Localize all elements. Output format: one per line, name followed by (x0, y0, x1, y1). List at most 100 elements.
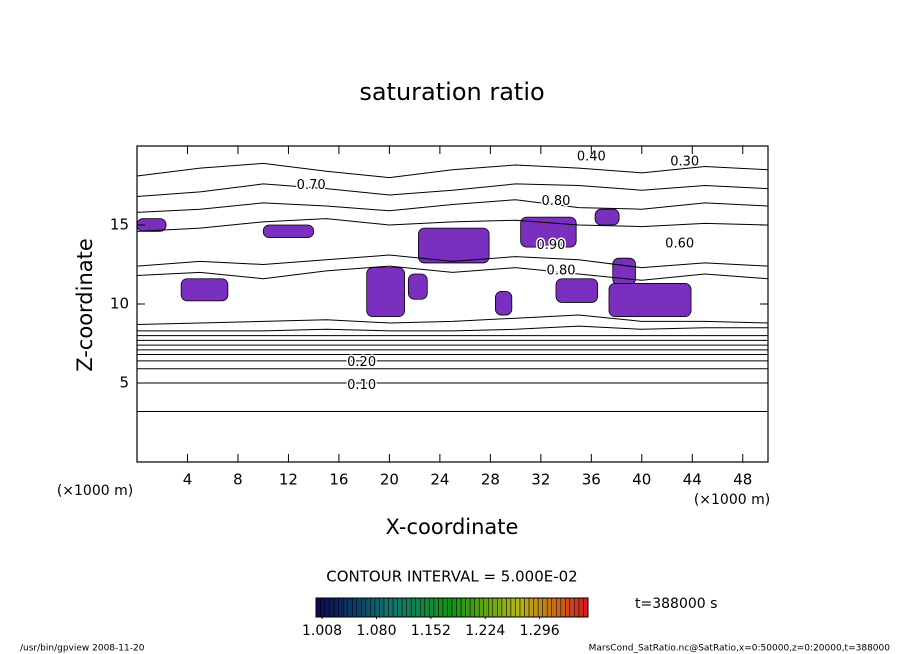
colorbar-cell (342, 597, 348, 618)
x-tick-label: 32 (531, 471, 550, 489)
contour-line (136, 254, 769, 269)
colorbar-cell (569, 597, 575, 618)
y-axis-label: Z-coordinate (73, 238, 97, 372)
colorbar-cell (415, 597, 421, 618)
colorbar-cell (397, 597, 403, 618)
contour-interval: CONTOUR INTERVAL = 5.000E-02 (326, 568, 577, 586)
colorbar-cell (510, 597, 516, 618)
colorbar-cell (401, 597, 407, 618)
contour-label: 0.30 (670, 154, 699, 169)
x-unit-label: (×1000 m) (57, 483, 133, 499)
contour-label: 0.10 (347, 378, 376, 393)
contour-label: 0.70 (297, 178, 326, 193)
x-tick-label: 44 (683, 471, 702, 489)
x-tick-label: 4 (183, 471, 193, 489)
colorbar-cell (460, 597, 466, 618)
colorbar-cell (451, 597, 457, 618)
colorbar-label: 1.224 (465, 623, 505, 639)
colorbar-cell (429, 597, 435, 618)
colorbar-cell (465, 597, 471, 618)
colorbar-cell (365, 597, 371, 618)
colorbar-cell (542, 597, 548, 618)
contour-label: 0.80 (542, 194, 571, 209)
colorbar-cell (356, 597, 362, 618)
colorbar-cell (456, 597, 462, 618)
colorbar-cell (379, 597, 385, 618)
supersaturated-region (366, 267, 405, 318)
x-tick-label: 40 (632, 471, 651, 489)
colorbar-cell (315, 597, 321, 618)
footer-right: MarsCond_SatRatio.nc@SatRatio,x=0:50000,… (589, 644, 891, 654)
x-unit-label: (×1000 m) (694, 492, 770, 508)
colorbar-cell (483, 597, 489, 618)
colorbar-cell (442, 597, 448, 618)
colorbar-cell (392, 597, 398, 618)
supersaturated-region (418, 227, 490, 264)
supersaturated-region (520, 216, 577, 248)
colorbar-frame (315, 597, 589, 618)
x-tick-label: 16 (329, 471, 348, 489)
contour-line (136, 183, 769, 198)
x-axis-label: X-coordinate (386, 515, 519, 539)
colorbar-cell (374, 597, 380, 618)
x-tick-label: 36 (582, 471, 601, 489)
colorbar-cell (556, 597, 562, 618)
colorbar-cell (528, 597, 534, 618)
colorbar-cell (438, 597, 444, 618)
colorbar-cell (333, 597, 339, 618)
colorbar-cell (560, 597, 566, 618)
colorbar-cell (551, 597, 557, 618)
time-label: t=388000 s (635, 596, 717, 612)
colorbar-cell (324, 597, 330, 618)
colorbar-label: 1.008 (302, 623, 342, 639)
contour-label: 0.20 (347, 355, 376, 370)
colorbar-cell (478, 597, 484, 618)
colorbar-label: 1.296 (520, 623, 560, 639)
colorbar-cell (447, 597, 453, 618)
contour-line (137, 325, 768, 332)
colorbar-cell (537, 597, 543, 618)
colorbar-cell (469, 597, 475, 618)
supersaturated-region (612, 257, 636, 286)
colorbar-cell (361, 597, 367, 618)
contour-line (136, 314, 769, 326)
contour-label: 0.80 (547, 263, 576, 278)
colorbar-cell (370, 597, 376, 618)
contour-line (136, 265, 769, 281)
supersaturated-region (180, 278, 229, 302)
colorbar-cell (492, 597, 498, 618)
chart-title: saturation ratio (359, 78, 544, 106)
supersaturated-region (594, 208, 620, 226)
colorbar-cell (410, 597, 416, 618)
colorbar-cell (320, 597, 326, 618)
colorbar-cell (383, 597, 389, 618)
colorbar-cell (433, 597, 439, 618)
contour-label: 0.60 (665, 236, 694, 251)
colorbar-cell (583, 597, 589, 618)
x-tick-label: 12 (279, 471, 298, 489)
colorbar-cell (524, 597, 530, 618)
colorbar-cell (347, 597, 353, 618)
x-tick-label: 48 (733, 471, 752, 489)
supersaturated-region (555, 278, 599, 303)
colorbar-cell (574, 597, 580, 618)
colorbar-cell (515, 597, 521, 618)
contour-label: 0.40 (577, 150, 606, 165)
colorbar-label: 1.080 (356, 623, 396, 639)
supersaturated-region (262, 224, 315, 239)
colorbar-cell (474, 597, 480, 618)
colorbar-cell (501, 597, 507, 618)
y-tick-label: 10 (110, 295, 129, 313)
colorbar-cell (329, 597, 335, 618)
x-tick-label: 28 (481, 471, 500, 489)
supersaturated-region (608, 283, 692, 318)
supersaturated-region (407, 273, 428, 300)
colorbar-cell (506, 597, 512, 618)
colorbar-cell (565, 597, 571, 618)
colorbar-cell (533, 597, 539, 618)
y-tick-label: 15 (110, 216, 129, 234)
colorbar-cell (420, 597, 426, 618)
footer-left: /usr/bin/gpview 2008-11-20 (20, 644, 145, 654)
colorbar-cell (578, 597, 584, 618)
